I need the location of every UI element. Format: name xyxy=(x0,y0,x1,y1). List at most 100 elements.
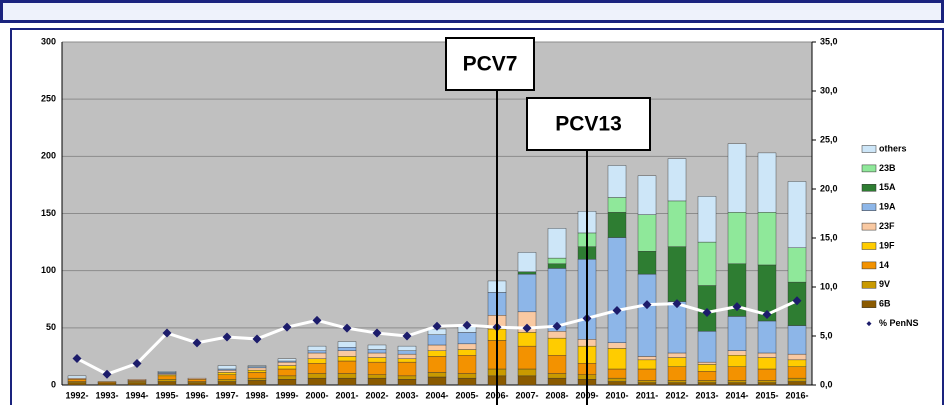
bar-segment xyxy=(427,350,447,357)
bar-segment xyxy=(277,368,297,377)
bar-segment xyxy=(757,380,777,383)
line-marker xyxy=(642,300,652,310)
legend-swatch xyxy=(861,261,877,270)
line-marker xyxy=(792,296,802,306)
bar-segment xyxy=(787,377,807,382)
bar-segment xyxy=(67,379,87,382)
bar-segment xyxy=(247,367,267,371)
bar-segment xyxy=(757,212,777,266)
bar-segment xyxy=(547,228,567,259)
bar-segment xyxy=(757,382,777,386)
legend-label: others xyxy=(879,143,907,153)
bar-segment xyxy=(637,214,657,252)
y-tick-label: 200 xyxy=(41,151,56,161)
x-tick-label: 2015- xyxy=(755,390,778,400)
bar-segment xyxy=(397,350,417,355)
bar-segment xyxy=(367,361,387,375)
bar-segment xyxy=(427,372,447,378)
x-tick-label: 2013- xyxy=(695,390,718,400)
bar-segment xyxy=(397,379,417,386)
bar-segment xyxy=(337,341,357,348)
bar-segment xyxy=(307,377,327,386)
bar-segment xyxy=(727,366,747,381)
bar-segment xyxy=(277,358,297,362)
bar-segment xyxy=(517,345,537,370)
bar-segment xyxy=(757,320,777,354)
y2-tick-label: 15,0 xyxy=(820,232,838,242)
bar-segment xyxy=(787,353,807,361)
line-marker xyxy=(522,323,532,333)
bar-segment xyxy=(217,379,237,382)
bar-segment xyxy=(307,352,327,359)
legend-label: 23B xyxy=(879,163,896,173)
bar-segment xyxy=(217,369,237,373)
legend-swatch xyxy=(861,222,877,231)
bar-segment xyxy=(727,316,747,351)
bar-segment xyxy=(367,357,387,363)
bar-segment xyxy=(397,358,417,363)
bar-segment xyxy=(337,373,357,379)
bar-segment xyxy=(247,377,267,381)
bar-segment xyxy=(787,181,807,248)
y-tick-label: 50 xyxy=(46,322,56,332)
legend-label: % PenNS xyxy=(879,318,919,328)
bar-segment xyxy=(547,373,567,379)
bar-segment xyxy=(127,382,147,386)
bar-segment xyxy=(607,237,627,343)
bar-segment xyxy=(337,347,357,351)
bar-segment xyxy=(667,380,687,383)
bar-segment xyxy=(247,365,267,367)
bar-segment xyxy=(697,331,717,363)
legend-label: 6B xyxy=(879,299,891,309)
x-tick-label: 2002- xyxy=(365,390,388,400)
bar-segment xyxy=(607,212,627,238)
bar-segment xyxy=(247,369,267,373)
bar-segment xyxy=(667,246,687,302)
bar-segment xyxy=(457,349,477,356)
x-tick-label: 2011- xyxy=(636,390,659,400)
legend-marker xyxy=(866,321,872,327)
bar-segment xyxy=(757,368,777,381)
bar-segment xyxy=(667,352,687,358)
bar-segment xyxy=(217,372,237,375)
line-marker xyxy=(612,306,622,316)
line-marker xyxy=(702,307,712,317)
bar-segment xyxy=(67,382,87,386)
bar-segment xyxy=(667,158,687,202)
legend-label: 9V xyxy=(879,279,890,289)
x-tick-label: 1994- xyxy=(125,390,148,400)
line-marker xyxy=(672,299,682,309)
line-marker xyxy=(162,328,172,338)
bar-segment xyxy=(607,368,627,379)
bar-segment xyxy=(607,348,627,370)
y-tick-label: 0 xyxy=(51,379,56,389)
bar-segment xyxy=(307,363,327,374)
legend-label: 15A xyxy=(879,182,896,192)
bar-segment xyxy=(757,152,777,213)
bar-segment xyxy=(427,376,447,386)
x-tick-label: 2000- xyxy=(305,390,328,400)
header-bar xyxy=(0,0,944,23)
x-tick-label: 1993- xyxy=(95,390,118,400)
bar-segment xyxy=(697,241,717,286)
bar-segment xyxy=(787,325,807,355)
bar-segment xyxy=(307,373,327,379)
bar-segment xyxy=(517,332,537,347)
bar-segment xyxy=(457,373,477,379)
bar-segment xyxy=(157,381,177,386)
bar-segment xyxy=(247,372,267,379)
y-tick-label: 250 xyxy=(41,94,56,104)
bar-segment xyxy=(637,356,657,361)
bar-segment xyxy=(607,342,627,349)
bar-segment xyxy=(697,371,717,381)
bar-segment xyxy=(697,361,717,365)
bar-segment xyxy=(307,345,327,351)
y2-tick-label: 5,0 xyxy=(820,330,833,340)
bar-segment xyxy=(637,382,657,386)
y-tick-label: 150 xyxy=(41,208,56,218)
bar-segment xyxy=(517,368,537,377)
bar-segment xyxy=(517,271,537,275)
x-tick-label: 2005- xyxy=(455,390,478,400)
y2-tick-label: 30,0 xyxy=(820,85,838,95)
